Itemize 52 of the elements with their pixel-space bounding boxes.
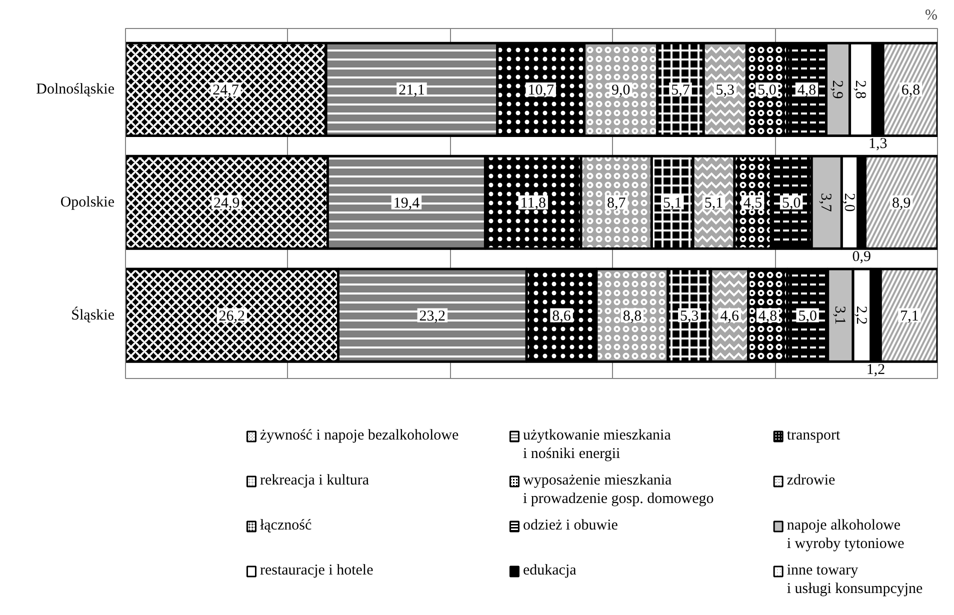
x-axis-title: %: [925, 8, 938, 24]
data-label: 19,4: [393, 195, 420, 212]
data-label: 2,0: [840, 192, 857, 212]
data-label: 11,8: [520, 195, 546, 212]
y-tick-label: Dolnośląskie: [36, 81, 115, 98]
legend-label: transport: [786, 428, 841, 444]
data-label: 5,0: [782, 195, 801, 212]
legend-label: napoje alkoholowe i wyroby tytoniowe: [786, 518, 905, 552]
data-label: 24,7: [212, 82, 240, 98]
data-label: 3,1: [831, 306, 848, 325]
data-label: 5,1: [704, 195, 724, 212]
data-label: 0,9: [852, 248, 871, 265]
data-label: 5,0: [798, 308, 817, 324]
data-label: 4,8: [797, 82, 816, 98]
data-label: 1,2: [866, 362, 886, 378]
data-label: 2,9: [829, 80, 846, 99]
legend-label: zdrowie: [786, 472, 836, 488]
data-label: 4,8: [758, 308, 778, 324]
data-label: 5,1: [663, 195, 682, 212]
legend-label: użytkowanie mieszkania i nośniki energii: [522, 428, 672, 462]
data-label: 21,1: [398, 82, 425, 98]
data-label: 1,3: [868, 136, 888, 152]
legend-label: inne towary i usługi konsumpcyjne: [786, 562, 924, 597]
data-label: 8,9: [892, 195, 911, 212]
data-label: 24,9: [213, 195, 240, 212]
legend-label: edukacja: [522, 562, 577, 578]
data-label: 26,2: [218, 308, 245, 324]
data-label: 5,0: [758, 82, 776, 98]
data-label: 4,5: [743, 195, 762, 212]
data-label: 5,7: [671, 82, 690, 98]
legend-label: wyposażenie mieszkania i prowadzenie gosp. domowego: [522, 472, 714, 507]
data-label: 8,8: [622, 308, 642, 324]
data-label: 8,6: [552, 308, 572, 324]
data-label: 4,6: [720, 308, 740, 324]
data-label: 2,8: [852, 80, 868, 99]
data-label: 23,2: [419, 308, 446, 324]
data-label: 5,3: [680, 308, 699, 324]
legend-label: odzież i obuwie: [522, 518, 618, 534]
data-label: 9,0: [611, 82, 630, 98]
y-tick-label: Opolskie: [60, 194, 115, 210]
data-label: 8,7: [606, 195, 626, 212]
legend-label: restauracje i hotele: [260, 562, 374, 578]
legend-label: rekreacja i kultura: [260, 472, 370, 488]
y-tick-label: Śląskie: [71, 306, 115, 324]
data-label: 2,2: [852, 306, 869, 325]
legend-label: łączność: [260, 518, 312, 534]
data-label: 3,7: [818, 192, 834, 212]
data-label: 5,3: [716, 82, 735, 98]
data-label: 10,7: [528, 82, 554, 98]
data-label: 6,8: [901, 82, 920, 98]
legend-label: żywność i napoje bezalkoholowe: [260, 428, 460, 444]
data-label: 7,1: [900, 308, 919, 324]
